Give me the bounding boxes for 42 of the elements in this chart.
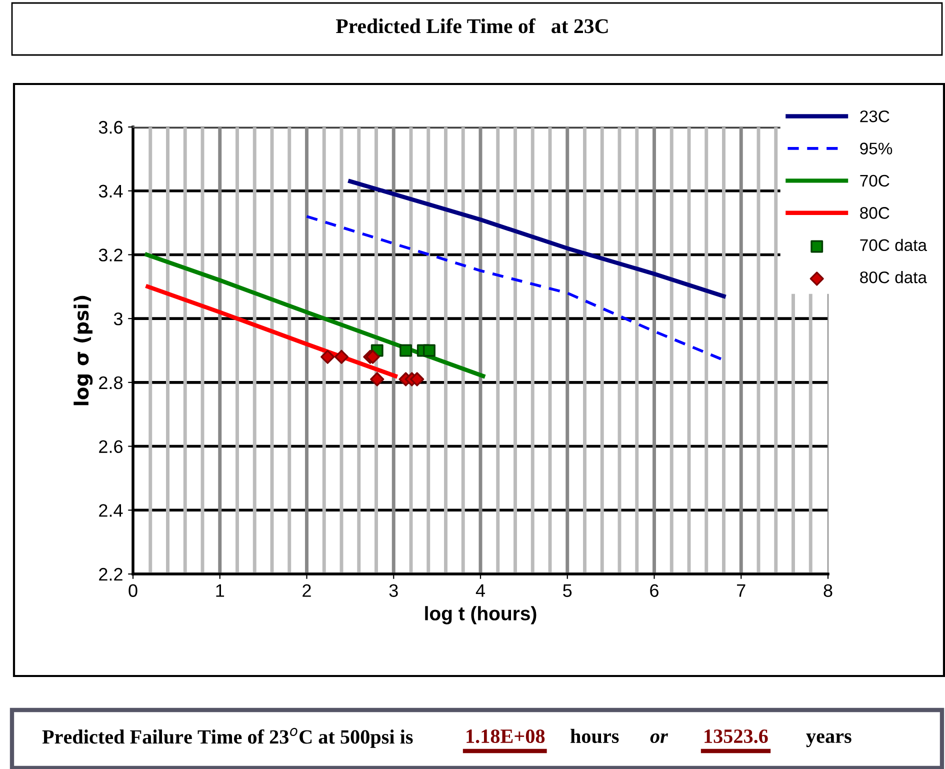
legend-label: 95%	[860, 142, 892, 154]
line-series	[348, 179, 726, 298]
point	[320, 350, 335, 364]
y-tick-label: 2.4	[99, 504, 123, 517]
x-tick-label: 0	[128, 584, 138, 597]
text: hours	[570, 728, 619, 744]
point	[410, 372, 424, 386]
legend-label: 23C	[860, 110, 890, 122]
y-tick-label: 2.2	[99, 568, 122, 581]
text: years	[806, 733, 852, 748]
x-tick-label: 7	[737, 584, 746, 597]
x-tick-label: 1	[216, 584, 224, 597]
y-tick-label: 3.4	[98, 184, 123, 198]
chart-title: Predicted Life Time of at 23C	[336, 18, 608, 34]
y-axis-title: log σ (psi)	[74, 296, 93, 406]
legend-label: 70C	[860, 174, 890, 187]
legend-label: 80C data	[860, 271, 928, 284]
text: 13523.6	[704, 730, 768, 744]
text: 1.18E+08	[466, 729, 545, 744]
y-tick-label: 3.6	[98, 120, 122, 134]
point	[400, 344, 412, 357]
point	[334, 350, 349, 364]
text: Predicted Failure Time of 23$^{o}$C at 500psi is	[42, 728, 413, 748]
y-tick-label: 2.6	[99, 440, 122, 454]
legend-label: 80C	[860, 207, 890, 219]
x-tick-label: 8	[824, 584, 832, 597]
y-tick-label: 3.2	[98, 248, 122, 262]
x-tick-label: 6	[650, 584, 658, 597]
x-tick-label: 3	[389, 584, 398, 597]
y-tick-label: 3	[114, 312, 122, 326]
line-series	[146, 284, 398, 378]
point	[423, 344, 436, 357]
text: or	[650, 733, 668, 744]
legend-label: 70C data	[860, 238, 928, 252]
x-tick-label: 4	[476, 584, 485, 597]
point	[370, 372, 384, 386]
y-tick-label: 2.8	[99, 376, 122, 390]
x-axis-title: log t (hours)	[425, 606, 536, 624]
x-tick-label: 2	[302, 584, 311, 597]
x-tick-label: 5	[563, 584, 572, 597]
line-series	[144, 252, 486, 378]
point	[366, 350, 380, 364]
